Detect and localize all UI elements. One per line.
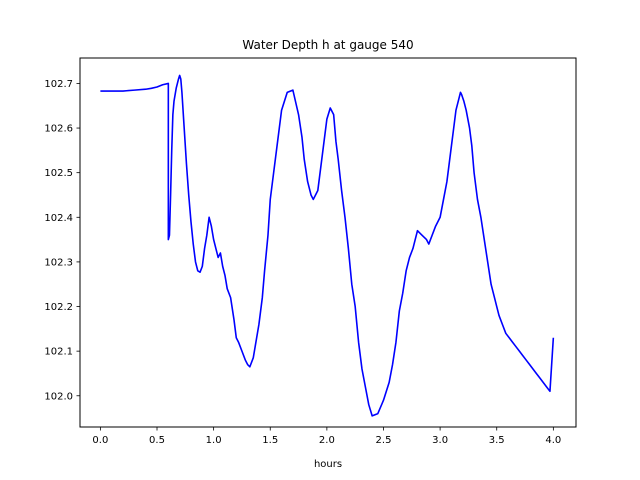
y-tick-label: 102.4 xyxy=(44,213,73,224)
x-tick-label: 1.0 xyxy=(206,435,222,446)
x-tick-label: 3.0 xyxy=(432,435,448,446)
x-tick-label: 1.5 xyxy=(262,435,278,446)
x-tick-label: 2.5 xyxy=(376,435,392,446)
y-tick-label: 102.2 xyxy=(44,302,73,313)
x-tick-label: 0.0 xyxy=(92,435,108,446)
y-tick-label: 102.1 xyxy=(44,347,73,358)
tick-layer: 0.0 0.5 1.0 1.5 2.0 2.5 3.0 3.5 4.0 102.0 102.1 102… xyxy=(44,79,561,446)
series-layer xyxy=(100,74,555,417)
plot-background xyxy=(80,58,576,427)
y-tick-label: 102.5 xyxy=(44,168,73,179)
y-tick-label: 102.6 xyxy=(44,124,73,135)
y-tick-label: 102.3 xyxy=(44,257,73,268)
y-tick-label: 102.0 xyxy=(44,391,73,402)
x-tick-label: 0.5 xyxy=(149,435,165,446)
x-tick-label: 3.5 xyxy=(489,435,505,446)
x-axis-label: hours xyxy=(314,459,342,470)
series-line-0 xyxy=(100,74,555,417)
plot-frame xyxy=(79,57,577,428)
chart-title: Water Depth h at gauge 540 xyxy=(242,38,413,52)
x-tick-label: 2.0 xyxy=(319,435,335,446)
y-tick-label: 102.7 xyxy=(44,79,73,90)
x-tick-label: 4.0 xyxy=(545,435,561,446)
